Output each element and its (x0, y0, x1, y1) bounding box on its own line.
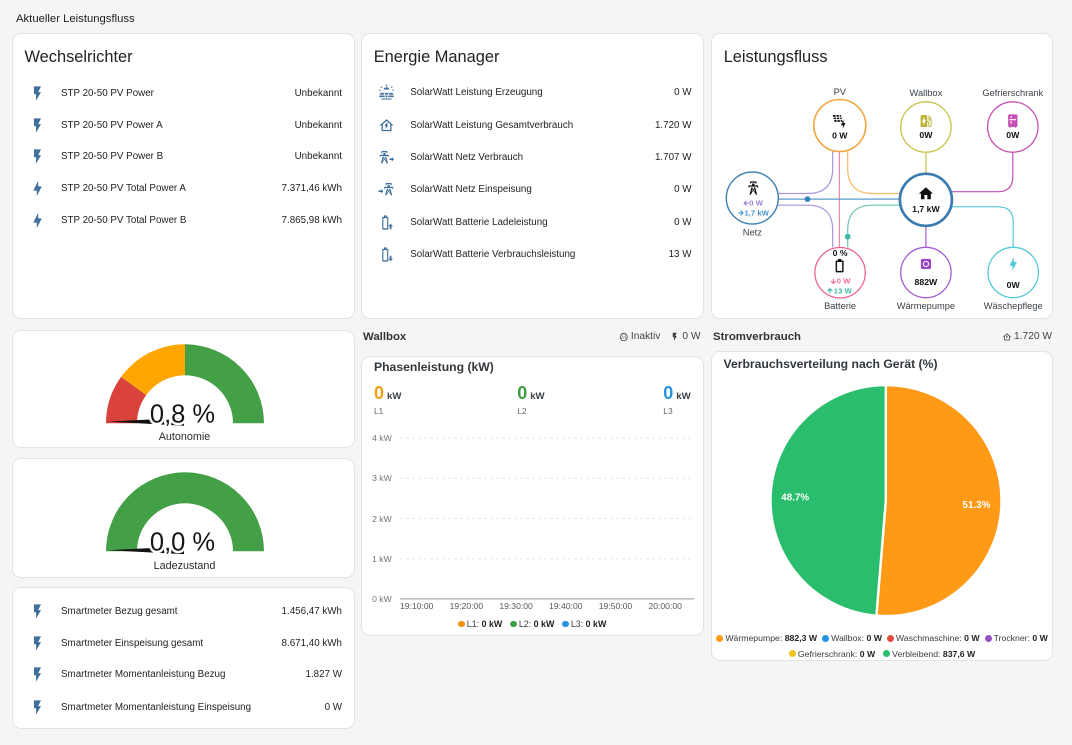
svg-text:1,7 kW: 1,7 kW (912, 204, 940, 214)
svg-text:0 W: 0 W (836, 277, 850, 286)
svg-text:Wärmepumpe: Wärmepumpe (896, 301, 954, 311)
svg-text:Batterie: Batterie (824, 301, 856, 311)
svg-text:Netz: Netz (742, 228, 761, 238)
svg-text:0 W: 0 W (832, 130, 848, 140)
svg-text:0 %: 0 % (832, 248, 847, 258)
svg-text:882W: 882W (914, 277, 937, 287)
svg-text:1,7 kW: 1,7 kW (744, 209, 769, 218)
svg-text:13 W: 13 W (833, 286, 852, 295)
svg-text:Wallbox: Wallbox (909, 88, 942, 98)
svg-text:0 W: 0 W (749, 199, 763, 208)
svg-text:48.7%: 48.7% (781, 493, 809, 504)
svg-text:Wäschepflege: Wäschepflege (983, 301, 1042, 311)
svg-text:0,8 %: 0,8 % (149, 400, 214, 428)
svg-text:Gefrierschrank: Gefrierschrank (982, 88, 1043, 98)
svg-text:0W: 0W (919, 130, 933, 140)
svg-text:0W: 0W (1006, 280, 1020, 290)
svg-text:PV: PV (833, 87, 846, 97)
svg-text:0,0 %: 0,0 % (149, 529, 214, 557)
svg-text:51.3%: 51.3% (962, 500, 990, 511)
svg-text:0W: 0W (1006, 130, 1020, 140)
